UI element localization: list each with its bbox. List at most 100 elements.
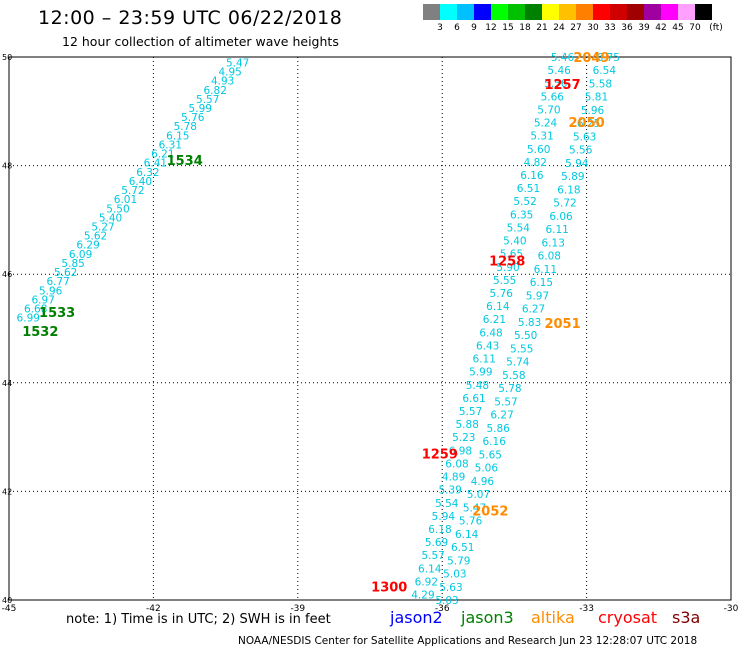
pass-time-label: 1300 [371, 580, 407, 595]
color-swatch [644, 4, 661, 20]
wave-height-label: 6.18 [428, 524, 451, 536]
x-tick-label: -39 [290, 604, 305, 614]
wave-height-label: 5.76 [459, 516, 483, 528]
color-swatch [474, 4, 491, 20]
wave-height-label: 5.47 [226, 57, 249, 69]
color-swatch [695, 4, 712, 20]
wave-height-label: 6.29 [76, 240, 99, 252]
wave-height-label: 6.13 [542, 237, 565, 249]
wave-height-label: 5.23 [452, 432, 475, 444]
color-swatch [661, 4, 678, 20]
color-scale-label: 70 [689, 23, 701, 33]
wave-height-label: 6.01 [114, 194, 137, 206]
wave-height-label: 5.79 [447, 555, 470, 567]
wave-height-label: 5.50 [106, 203, 129, 215]
wave-height-label: 5.90 [496, 262, 519, 274]
wave-height-label: 5.57 [421, 550, 444, 562]
pass-time-label: 1532 [22, 325, 58, 340]
y-tick-label: 48 [2, 162, 12, 171]
color-swatch [542, 4, 559, 20]
pass-time-label: 1258 [489, 255, 525, 270]
wave-height-label: 6.31 [159, 139, 182, 151]
wave-height-label: 5.54 [507, 222, 531, 234]
satellite-legend-jason3: jason3 [461, 608, 514, 627]
wave-height-label: 6.40 [129, 176, 152, 188]
wave-height-label: 6.11 [534, 264, 557, 276]
wave-height-label: 6.11 [473, 354, 496, 366]
wave-height-label: 5.58 [502, 370, 525, 382]
wave-height-label: 5.62 [84, 231, 107, 243]
color-swatch [457, 4, 474, 20]
color-swatch [508, 4, 525, 20]
color-swatch [559, 4, 576, 20]
color-swatch [610, 4, 627, 20]
wave-height-label: 6.21 [151, 149, 174, 161]
wave-height-label: 6.08 [445, 458, 468, 470]
color-scale-label: 42 [655, 23, 667, 33]
x-tick-label: -33 [579, 604, 594, 614]
wave-height-label: 6.98 [449, 445, 472, 457]
y-tick-label: 46 [2, 270, 12, 279]
y-tick-label: 42 [2, 487, 12, 496]
wave-height-label: 5.55 [510, 343, 533, 355]
wave-height-label: 5.47 [463, 502, 486, 514]
wave-height-label: 6.14 [418, 563, 442, 575]
wave-height-label: 6.08 [538, 251, 561, 263]
y-tick-label: 40 [2, 596, 12, 605]
chart-subtitle: 12 hour collection of altimeter wave hei… [62, 34, 339, 49]
pass-time-label: 2049 [573, 51, 609, 66]
wave-height-label: 6.35 [510, 209, 533, 221]
wave-height-label: 5.63 [439, 582, 462, 594]
wave-height-label: 5.03 [435, 595, 458, 607]
color-swatch [423, 4, 440, 20]
pass-time-label: 1533 [39, 306, 75, 321]
wave-height-label: 5.40 [99, 212, 122, 224]
wave-height-label: 5.03 [443, 569, 466, 581]
wave-height-label: 5.72 [121, 185, 144, 197]
color-swatch [440, 4, 457, 20]
color-scale-unit: (ft) [709, 23, 723, 33]
x-tick-label: -30 [724, 604, 739, 614]
wave-height-label: 5.57 [196, 94, 219, 106]
wave-height-label: 6.51 [517, 183, 540, 195]
wave-height-label: 6.92 [415, 576, 438, 588]
wave-height-label: 5.99 [469, 367, 492, 379]
wave-height-label: 5.63 [573, 131, 596, 143]
credit-line: NOAA/NESDIS Center for Satellite Applica… [238, 635, 698, 647]
color-scale-label: 21 [536, 23, 548, 33]
wave-height-label: 6.16 [520, 170, 544, 182]
wave-height-label: 5.96 [581, 105, 605, 117]
pass-time-label: 2051 [544, 317, 580, 332]
wave-height-label: 5.31 [530, 131, 553, 143]
wave-height-label: 6.25 [577, 118, 600, 130]
wave-height-label: 5.48 [466, 380, 489, 392]
wave-height-label: 6.15 [530, 277, 553, 289]
wave-height-label: 5.85 [61, 258, 84, 270]
satellite-legend-jason2: jason2 [390, 608, 443, 627]
wave-height-label: 5.55 [493, 275, 516, 287]
wave-height-label: 5.97 [526, 290, 549, 302]
wave-height-label: 5.99 [189, 103, 212, 115]
wave-height-label: 6.11 [545, 224, 568, 236]
color-scale-label: 45 [672, 23, 684, 33]
wave-height-label: 6.32 [136, 167, 159, 179]
wave-height-label: 5.78 [174, 121, 197, 133]
color-swatch [593, 4, 610, 20]
wave-height-label: 6.75 [597, 52, 620, 64]
wave-height-label: 6.16 [483, 436, 507, 448]
wave-height-label: 6.82 [204, 85, 227, 97]
wave-height-label: 5.96 [39, 285, 63, 297]
wave-height-label: 5.54 [435, 498, 459, 510]
color-scale-label: 3 [437, 23, 443, 33]
wave-height-label: 5.94 [565, 158, 589, 170]
color-swatch [491, 4, 508, 20]
satellite-legend-altika: altika [531, 608, 575, 627]
color-scale-label: 27 [570, 23, 582, 33]
wave-height-label: 6.27 [490, 410, 513, 422]
wave-height-label: 4.29 [411, 590, 434, 602]
wave-height-label: 4.95 [218, 67, 241, 79]
wave-height-label: 6.48 [479, 327, 502, 339]
color-scale-label: 6 [454, 23, 460, 33]
wave-height-label: 5.88 [456, 419, 479, 431]
wave-height-label: 6.77 [46, 276, 69, 288]
